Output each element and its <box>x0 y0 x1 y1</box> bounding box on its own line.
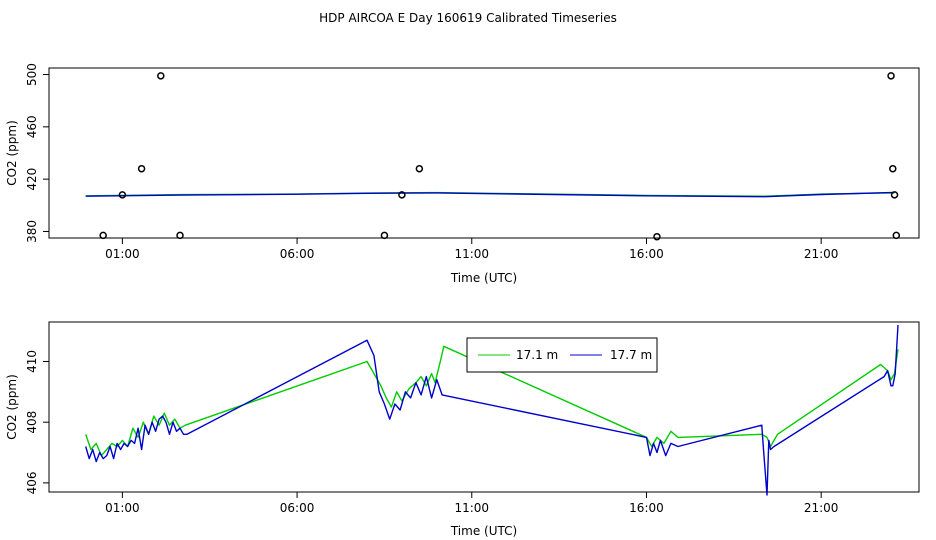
bottom-y-tick-label: 408 <box>25 411 39 434</box>
scatter-point <box>892 231 901 240</box>
bottom-x-axis-label: Time (UTC) <box>450 524 517 538</box>
scatter-point <box>380 231 389 240</box>
scatter-point <box>157 72 165 80</box>
top-x-tick-label: 11:00 <box>454 247 489 261</box>
top-x-tick-label: 01:00 <box>105 247 140 261</box>
bottom-x-tick-label: 06:00 <box>280 501 315 515</box>
bottom-series-line-2 <box>85 324 899 496</box>
legend-label-17-1m: 17.1 m <box>516 348 558 362</box>
bottom-series-line-1 <box>85 345 899 457</box>
bottom-y-axis: 406 408 410 <box>25 350 49 494</box>
top-x-tick-label: 06:00 <box>280 247 315 261</box>
bottom-plot-frame <box>48 321 920 493</box>
scatter-point <box>889 164 897 173</box>
chart-title: HDP AIRCOA E Day 160619 Calibrated Times… <box>319 11 617 25</box>
scatter-point <box>99 231 107 240</box>
bottom-x-axis: 01:00 06:00 11:00 16:00 21:00 <box>105 492 838 515</box>
top-series-line-2 <box>85 191 895 198</box>
top-y-tick-label: 420 <box>25 168 39 191</box>
top-x-axis-label: Time (UTC) <box>450 271 517 285</box>
bottom-x-tick-label: 16:00 <box>629 501 664 515</box>
top-x-axis: 01:00 06:00 11:00 16:00 21:00 <box>105 238 838 261</box>
legend: 17.1 m 17.7 m <box>466 337 658 373</box>
scatter-point <box>653 232 661 241</box>
top-series-lines <box>85 191 895 198</box>
bottom-x-tick-label: 21:00 <box>804 501 839 515</box>
top-y-axis: 380 420 460 500 <box>25 63 49 243</box>
scatter-point <box>137 164 146 173</box>
top-y-axis-label: CO2 (ppm) <box>5 120 19 186</box>
bottom-series-lines <box>85 324 899 496</box>
top-x-tick-label: 21:00 <box>804 247 839 261</box>
scatter-point <box>398 191 406 199</box>
bottom-panel: 01:00 06:00 11:00 16:00 21:00 406 408 410 Time… <box>5 321 920 538</box>
scatter-point <box>890 191 899 199</box>
top-y-tick-label: 380 <box>25 220 39 243</box>
bottom-y-tick-label: 410 <box>25 350 39 373</box>
top-x-tick-label: 16:00 <box>629 247 664 261</box>
top-plot-frame <box>48 67 920 239</box>
scatter-point <box>415 164 424 173</box>
top-y-tick-label: 460 <box>25 115 39 138</box>
bottom-x-tick-label: 01:00 <box>105 501 140 515</box>
scatter-point <box>176 231 184 240</box>
legend-label-17-7m: 17.7 m <box>610 348 652 362</box>
top-y-tick-label: 500 <box>25 63 39 86</box>
bottom-x-tick-label: 11:00 <box>454 501 489 515</box>
scatter-point <box>887 72 895 80</box>
scatter-point <box>118 191 127 199</box>
top-panel: 01:00 06:00 11:00 16:00 21:00 380 420 460 500 T… <box>5 63 920 285</box>
bottom-y-axis-label: CO2 (ppm) <box>5 374 19 440</box>
top-scatter-points <box>99 72 901 241</box>
bottom-y-tick-label: 406 <box>25 471 39 494</box>
